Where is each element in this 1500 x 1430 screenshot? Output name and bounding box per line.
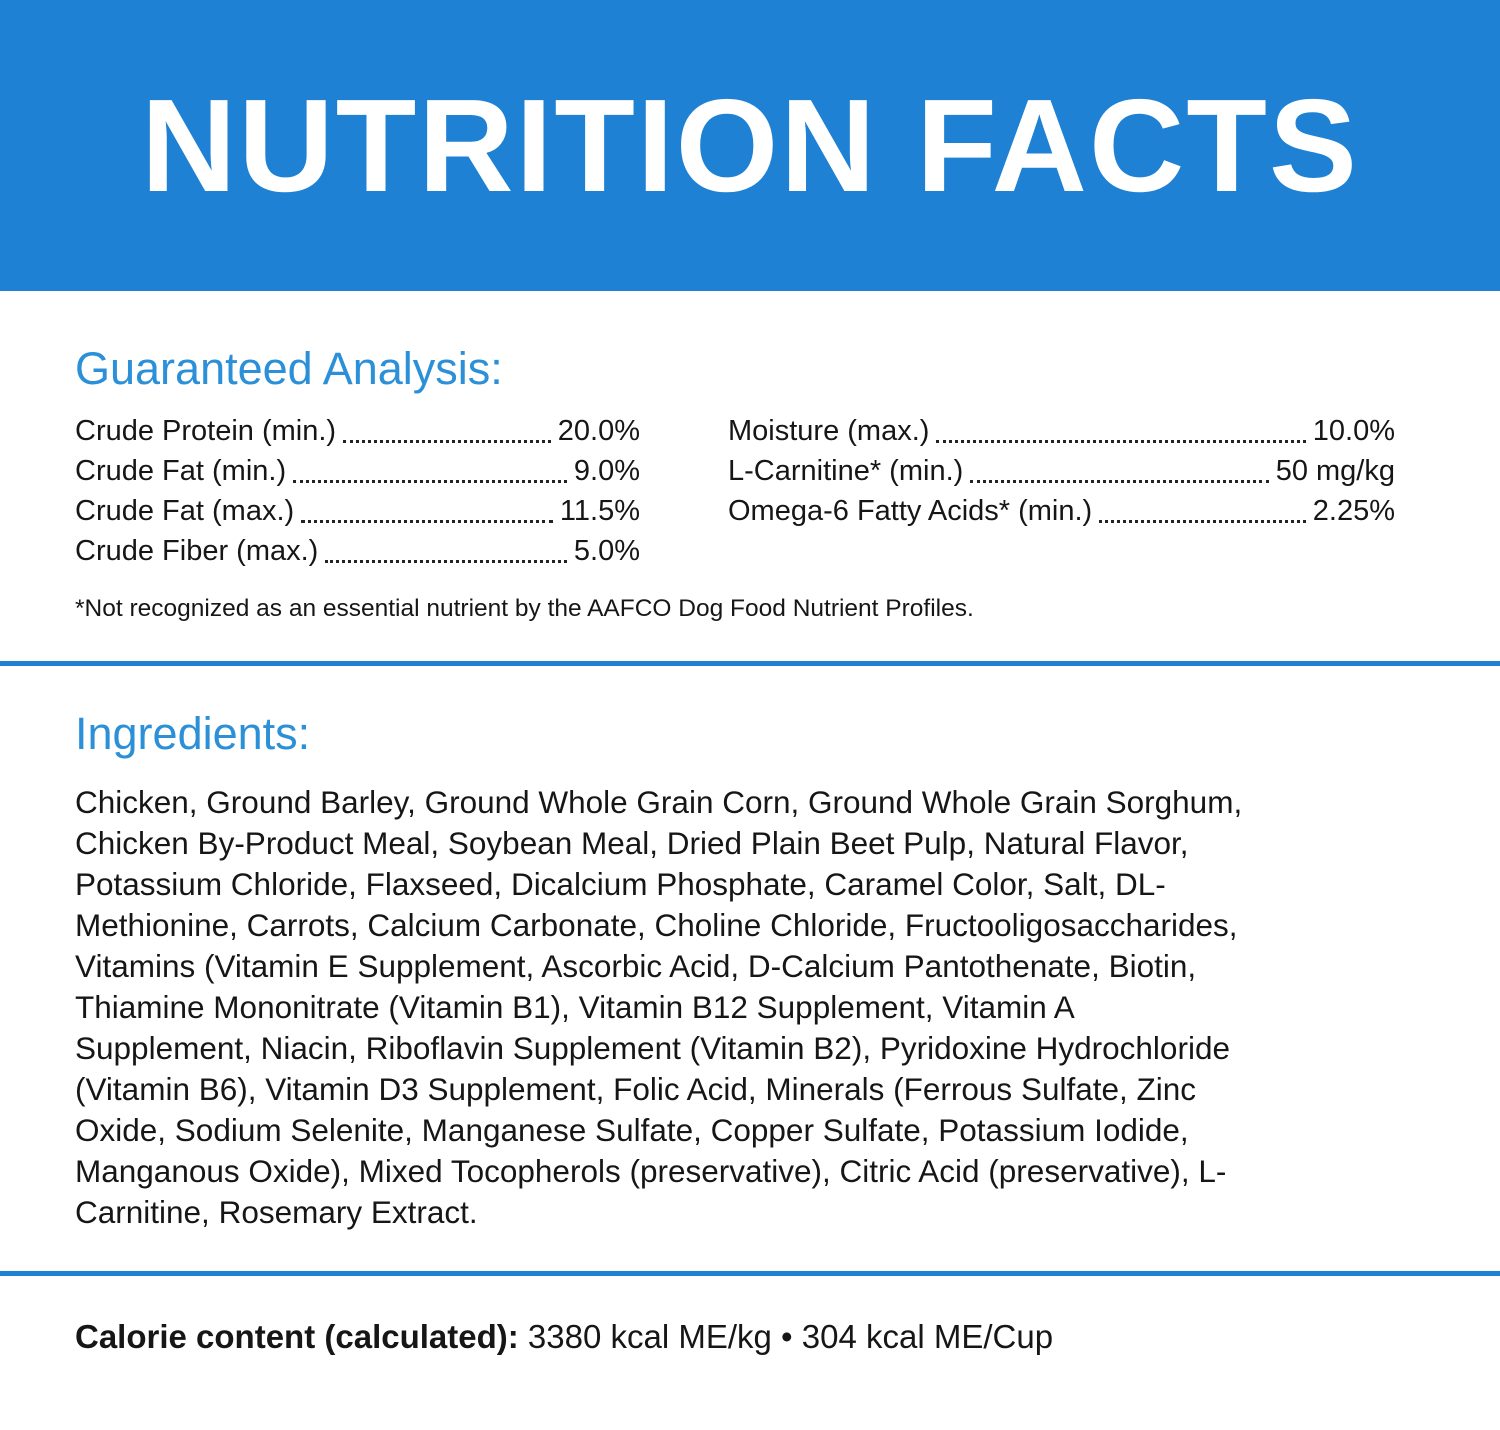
analysis-label: L-Carnitine* (min.) [728,455,964,487]
analysis-value: 10.0% [1312,415,1395,447]
guaranteed-analysis-left-column: Crude Protein (min.) 20.0% Crude Fat (mi… [75,411,640,571]
analysis-row: Moisture (max.) 10.0% [728,411,1395,451]
section-divider [0,1271,1500,1276]
guaranteed-analysis-heading: Guaranteed Analysis: [75,343,503,394]
ingredients-heading: Ingredients: [75,708,311,759]
analysis-label: Crude Protein (min.) [75,415,337,447]
dot-leader [970,443,1269,483]
analysis-row: L-Carnitine* (min.) 50 mg/kg [728,451,1395,491]
page-title: NUTRITION FACTS [141,72,1359,219]
section-divider [0,661,1500,666]
analysis-row: Crude Fiber (max.) 5.0% [75,531,640,571]
analysis-label: Moisture (max.) [728,415,930,447]
analysis-row: Crude Protein (min.) 20.0% [75,411,640,451]
analysis-label: Crude Fiber (max.) [75,535,319,567]
dot-leader [301,483,553,523]
dot-leader [936,403,1306,443]
guaranteed-analysis-table: Crude Protein (min.) 20.0% Crude Fat (mi… [0,395,1500,571]
dot-leader [325,523,567,563]
ingredients-list: Chicken, Ground Barley, Ground Whole Gra… [75,784,1243,1230]
analysis-value: 9.0% [573,455,640,487]
calorie-content-line: Calorie content (calculated): 3380 kcal … [0,1318,1500,1356]
analysis-value: 50 mg/kg [1275,455,1395,487]
dot-leader [293,443,567,483]
calorie-content-value: 3380 kcal ME/kg • 304 kcal ME/Cup [527,1318,1054,1355]
dot-leader [1099,483,1306,523]
guaranteed-analysis-right-column: Moisture (max.) 10.0% L-Carnitine* (min.… [728,411,1395,571]
analysis-row: Crude Fat (min.) 9.0% [75,451,640,491]
analysis-row: Omega-6 Fatty Acids* (min.) 2.25% [728,491,1395,531]
analysis-value: 11.5% [559,495,640,527]
calorie-content-label: Calorie content (calculated): [75,1318,519,1355]
analysis-label: Crude Fat (min.) [75,455,287,487]
dot-leader [343,403,551,443]
analysis-label: Omega-6 Fatty Acids* (min.) [728,495,1093,527]
analysis-value: 20.0% [557,415,640,447]
analysis-value: 2.25% [1312,495,1395,527]
analysis-value: 5.0% [573,535,640,567]
analysis-row: Crude Fat (max.) 11.5% [75,491,640,531]
aafco-footnote: *Not recognized as an essential nutrient… [75,595,974,622]
header-banner: NUTRITION FACTS [0,0,1500,291]
analysis-label: Crude Fat (max.) [75,495,295,527]
